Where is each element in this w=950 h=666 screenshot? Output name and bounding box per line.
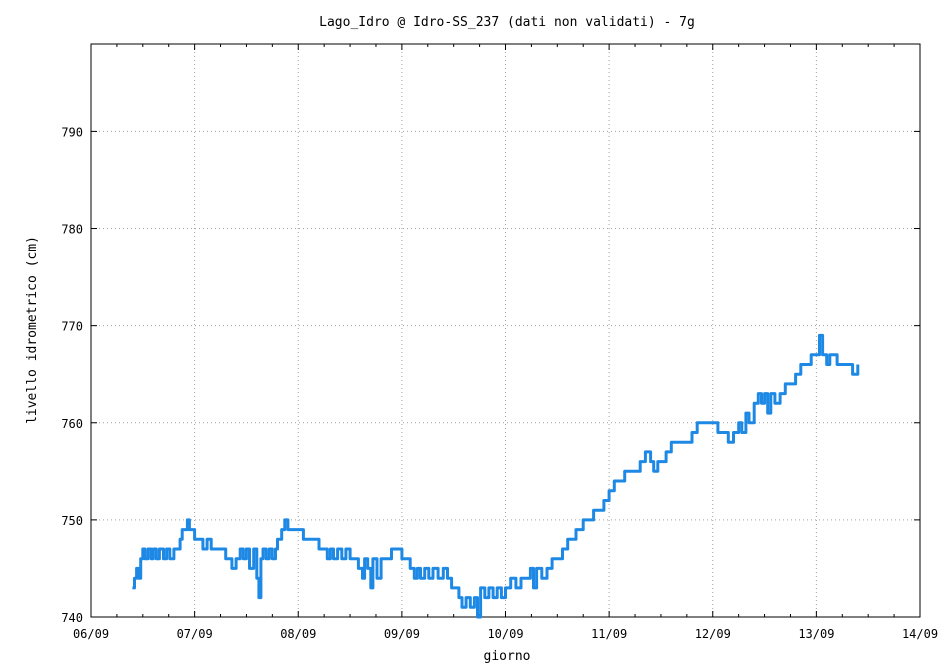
y-tick-label: 790 (61, 125, 83, 139)
x-tick-label: 07/09 (177, 627, 213, 641)
x-tick-labels: 06/09 07/09 08/09 09/09 10/09 11/09 12/09 13/09… (73, 627, 938, 641)
x-tick-label: 06/09 (73, 627, 109, 641)
y-axis-label: livello idrometrico (cm) (25, 236, 40, 424)
x-tick-label: 14/09 (902, 627, 938, 641)
x-tick-label: 12/09 (695, 627, 731, 641)
grid (91, 44, 920, 617)
chart-title: Lago_Idro @ Idro-SS_237 (dati non valida… (319, 15, 695, 30)
series-line (132, 333, 860, 619)
y-tick-label: 740 (61, 611, 83, 625)
y-tick-label: 750 (61, 514, 83, 528)
y-tick-label: 760 (61, 417, 83, 431)
axis-ticks (90, 44, 921, 618)
x-tick-label: 08/09 (280, 627, 316, 641)
x-tick-label: 10/09 (487, 627, 523, 641)
x-tick-label: 11/09 (591, 627, 627, 641)
y-tick-label: 770 (61, 320, 83, 334)
x-tick-label: 13/09 (798, 627, 834, 641)
y-tick-label: 780 (61, 223, 83, 237)
y-tick-labels: 740 750 760 770 780 790 (61, 125, 83, 625)
plot-area-frame (90, 43, 921, 618)
x-axis-label: giorno (484, 649, 531, 664)
x-tick-label: 09/09 (384, 627, 420, 641)
